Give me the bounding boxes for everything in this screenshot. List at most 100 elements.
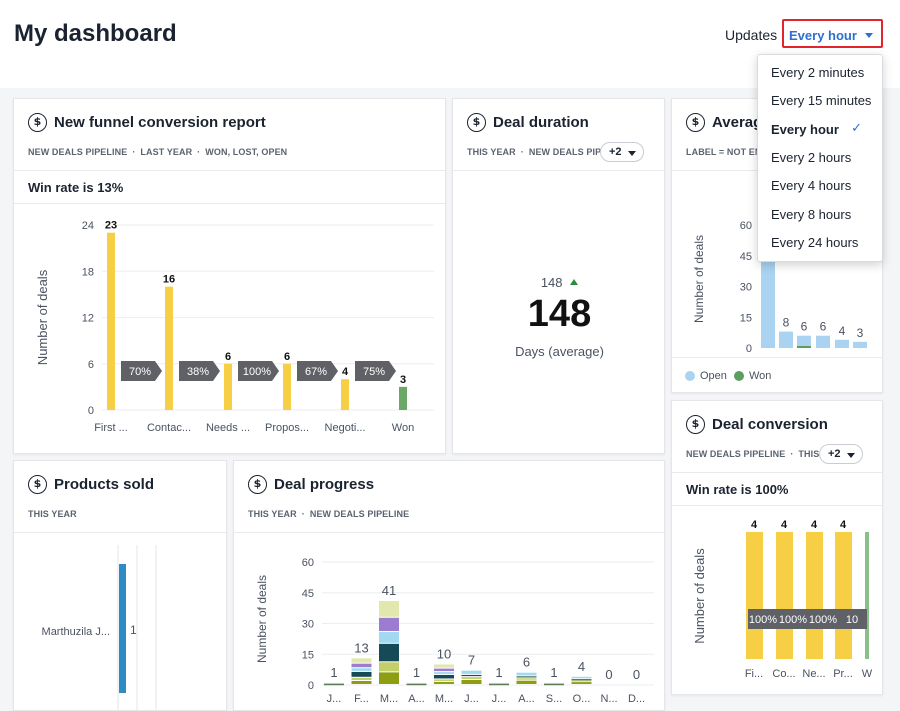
y-axis-label: Number of deals: [35, 269, 50, 365]
legend-swatch: [685, 371, 695, 381]
dropdown-option-every-24-hours[interactable]: Every 24 hours: [758, 229, 882, 257]
card-filters: NEW DEALS PIPELINE · LAST YEAR · WON, LOST, …: [28, 147, 288, 157]
funnel-conversion-card[interactable]: $ New funnel conversion report NEW DEALS…: [13, 98, 446, 454]
conversion-arrow: [808, 609, 838, 629]
dollar-icon: $: [686, 113, 705, 132]
y-tick-label: 0: [308, 680, 314, 692]
conversion-arrow: [778, 609, 808, 629]
filter-pipeline: NEW DEALS PIPELINE: [28, 147, 128, 157]
bar-value-label: 1: [130, 623, 137, 637]
page-title: My dashboard: [14, 20, 177, 47]
x-tick-label: Negoti...: [325, 422, 366, 434]
progress-bar-segment: [571, 680, 592, 682]
conversion-arrow: [355, 361, 396, 381]
dropdown-option-every-2-minutes[interactable]: Every 2 minutes: [758, 59, 882, 87]
y-axis-label: Number of deals: [692, 235, 706, 323]
products-sold-card[interactable]: $ Products sold THIS YEAR Marthuzila J..…: [13, 460, 227, 711]
y-tick-label: 12: [82, 313, 94, 325]
x-tick-label: A...: [518, 693, 535, 705]
conversion-arrow: [837, 609, 867, 629]
progress-bar-segment: [351, 681, 372, 684]
filter-pipeline: NEW DEALS PIPELINE: [686, 449, 786, 459]
bar-value-label: 8: [783, 316, 790, 330]
bar-value-label: 10: [437, 647, 451, 662]
y-tick-label: Marthuzila J...: [42, 626, 110, 638]
dropdown-option-every-2-hours[interactable]: Every 2 hours: [758, 144, 882, 172]
deal-duration-card[interactable]: $ Deal duration THIS YEAR·NEW DEALS PIPE…: [452, 98, 665, 454]
y-axis-label: Number of deals: [692, 548, 707, 644]
deal-conversion-card[interactable]: $ Deal conversion NEW DEALS PIPELINE · THI…: [671, 400, 883, 695]
conversion-rate-label: 38%: [187, 366, 209, 378]
conversion-title: Deal conversion: [712, 416, 828, 433]
conversion-rate-label: 100%: [243, 366, 271, 378]
x-tick-label: First ...: [94, 422, 128, 434]
progress-bar-segment: [516, 680, 537, 684]
y-tick-label: 15: [740, 312, 752, 324]
legend-open: Open: [685, 370, 727, 382]
y-tick-label: 0: [88, 405, 94, 417]
progress-bar-segment: [461, 674, 482, 677]
bar-value-label: 1: [495, 665, 502, 680]
x-tick-label: Won: [392, 422, 414, 434]
chevron-down-icon: [628, 151, 636, 156]
average-value: 148: [527, 293, 592, 335]
filter-pipeline: NEW DEALS PIPELINE: [528, 147, 601, 157]
bar-value-label: 6: [523, 655, 530, 670]
average-bar-open: [761, 245, 775, 348]
bar-value-label: 6: [284, 351, 290, 363]
bar-value-label: 6: [820, 320, 827, 334]
progress-bar-segment: [379, 662, 399, 672]
card-title: $ Products sold: [28, 475, 154, 494]
progress-bar-segment: [434, 668, 454, 672]
progress-bar-segment: [516, 676, 537, 678]
progress-bar-segment: [406, 683, 427, 685]
average-title: Averag: [712, 114, 763, 131]
funnel-title: New funnel conversion report: [54, 114, 266, 131]
conversion-rate-label: 100%: [749, 614, 777, 626]
conversion-arrow: [238, 361, 279, 381]
more-filters-count: +2: [828, 448, 841, 460]
progress-bar-segment: [351, 668, 372, 671]
conversion-bar: [806, 532, 823, 659]
bar-value-label: 4: [781, 519, 788, 531]
x-tick-label: S...: [546, 693, 563, 705]
more-filters-button[interactable]: +2: [819, 444, 863, 464]
x-tick-label: F...: [354, 693, 369, 705]
more-filters-button[interactable]: +2: [600, 142, 644, 162]
progress-title: Deal progress: [274, 476, 375, 493]
dropdown-option-every-8-hours[interactable]: Every 8 hours: [758, 201, 882, 229]
dropdown-option-every-15-minutes[interactable]: Every 15 minutes: [758, 87, 882, 115]
updates-frequency-select[interactable]: Every hour: [782, 19, 883, 48]
progress-bar-segment: [434, 672, 454, 674]
dropdown-option-every-4-hours[interactable]: Every 4 hours: [758, 172, 882, 200]
legend-label: Open: [700, 370, 727, 382]
card-filters: NEW DEALS PIPELINE · THIS: [686, 449, 820, 459]
conversion-bar: [776, 532, 793, 659]
average-caption: Days (average): [515, 344, 604, 359]
duration-title: Deal duration: [493, 114, 589, 131]
progress-bar-segment: [434, 681, 454, 684]
progress-bar-segment: [571, 682, 592, 684]
y-tick-label: 45: [740, 251, 752, 263]
conversion-rate-label: 75%: [363, 366, 385, 378]
bar-value-label: 13: [354, 640, 368, 655]
dropdown-option-every-hour[interactable]: Every hour ✓: [758, 116, 882, 144]
card-title: $ Deal conversion: [686, 415, 828, 434]
x-tick-label: Co...: [772, 668, 795, 680]
progress-bar-segment: [351, 658, 372, 663]
trend-up-icon: [570, 279, 579, 285]
bar-value-label: 0: [633, 667, 640, 682]
funnel-bar: [283, 363, 291, 410]
average-bar-open: [779, 331, 793, 348]
x-tick-label: Needs ...: [206, 422, 250, 434]
card-filters: LABEL = NOT EM: [686, 147, 763, 157]
bar-value-label: 4: [839, 324, 846, 338]
progress-bar-segment: [434, 664, 454, 668]
divider: [14, 170, 445, 171]
divider: [234, 532, 664, 533]
filter-period: THIS YEAR: [467, 147, 516, 157]
deal-progress-card[interactable]: $ Deal progress THIS YEAR · NEW DEALS PIPE…: [233, 460, 665, 711]
funnel-bar: [341, 379, 349, 410]
products-title: Products sold: [54, 476, 155, 493]
